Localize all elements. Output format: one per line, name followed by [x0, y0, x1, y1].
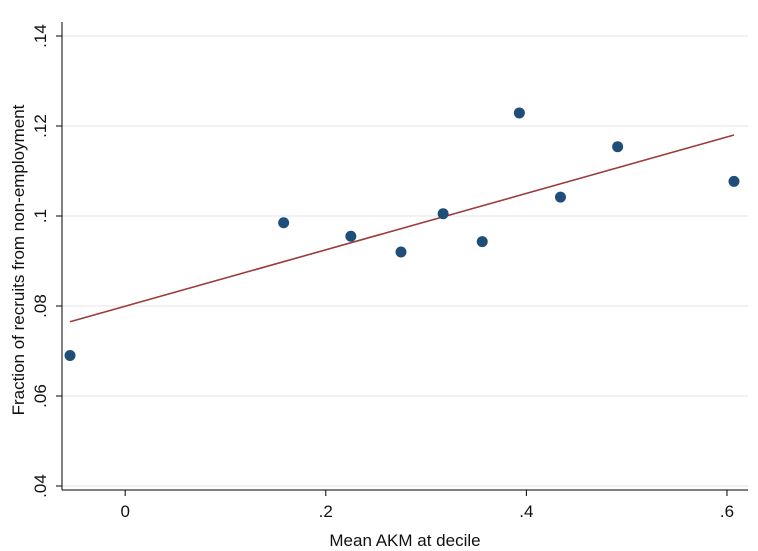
data-point [64, 350, 76, 361]
data-point [476, 236, 488, 248]
x-tick-label: .2 [319, 502, 333, 521]
data-points [64, 107, 740, 361]
data-point [554, 191, 566, 203]
data-point [728, 175, 740, 187]
y-tick-label: .1 [31, 209, 50, 223]
x-tick-label: .6 [720, 502, 734, 521]
y-tick-label: .14 [31, 24, 50, 48]
y-tick-label: .08 [31, 294, 50, 318]
data-point [278, 217, 290, 229]
y-ticks: .04 .06 .08 .1 .12 .14 [31, 24, 62, 498]
y-axis-label: Fraction of recruits from non-employment [9, 104, 28, 415]
x-ticks: 0 .2 .4 .6 [120, 490, 734, 521]
y-tick-label: .12 [31, 114, 50, 138]
fit-line [69, 134, 735, 323]
x-tick-label: .4 [519, 502, 533, 521]
grid [62, 35, 748, 487]
x-axis-label: Mean AKM at decile [329, 531, 480, 550]
data-point [395, 246, 407, 258]
data-point [513, 107, 525, 119]
y-tick-label: .04 [31, 474, 50, 498]
x-tick-label: 0 [120, 502, 129, 521]
data-point [437, 208, 449, 220]
data-point [345, 230, 357, 242]
data-point [612, 141, 624, 153]
y-tick-label: .06 [31, 384, 50, 408]
